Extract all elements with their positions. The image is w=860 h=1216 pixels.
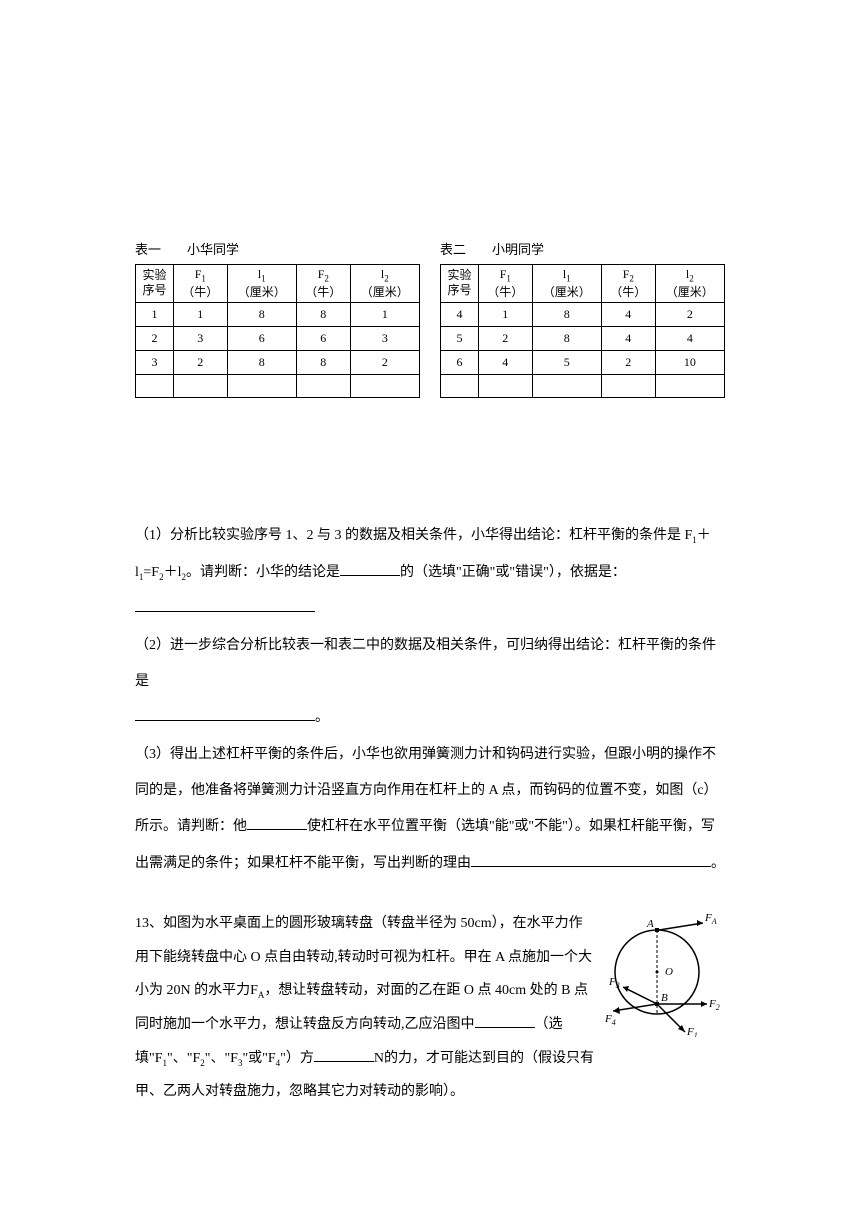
cell: 1	[478, 303, 532, 327]
table-row: 5 2 8 4 4	[441, 326, 725, 350]
blank-input	[135, 705, 315, 721]
tables-container: 表一 小华同学 实验序号 F1（牛） l1（厘米） F2（牛） l2（厘米） 1…	[135, 240, 725, 398]
cell: 6	[441, 350, 479, 374]
table-row-empty	[441, 374, 725, 398]
cell	[136, 374, 174, 398]
cell	[601, 374, 655, 398]
cell: 2	[655, 303, 724, 327]
label-f4: F4	[605, 1013, 616, 1027]
table-1-title: 表一 小华同学	[135, 240, 420, 260]
blank-input	[475, 1012, 535, 1028]
cell	[296, 374, 350, 398]
header-cell: F2（牛）	[601, 264, 655, 303]
label-fa: FA	[704, 912, 717, 926]
label-f1: F1	[686, 1026, 698, 1037]
cell: 4	[601, 326, 655, 350]
cell: 4	[601, 303, 655, 327]
question-2: （2）进一步综合分析比较表一和表二中的数据及相关条件，可归纳得出结论：杠杆平衡的…	[135, 628, 725, 737]
header-cell: l2（厘米）	[350, 264, 419, 303]
cell: 5	[441, 326, 479, 350]
cell: 8	[296, 350, 350, 374]
cell: 1	[350, 303, 419, 327]
cell: 8	[532, 303, 601, 327]
cell: 2	[601, 350, 655, 374]
table-row: 1 1 8 8 1	[136, 303, 420, 327]
cell: 6	[227, 326, 296, 350]
cell: 2	[350, 350, 419, 374]
blank-input	[314, 1046, 374, 1062]
question-13: 13、如图为水平桌面上的圆形玻璃转盘（转盘半径为 50cm），在水平力作用下能绕…	[135, 907, 725, 1109]
header-cell: 实验序号	[441, 264, 479, 303]
table-row-empty	[136, 374, 420, 398]
label-b: B	[661, 992, 668, 1004]
table-header-row: 实验序号 F1（牛） l1（厘米） F2（牛） l2（厘米）	[441, 264, 725, 303]
cell: 6	[296, 326, 350, 350]
question-3: （3）得出上述杠杆平衡的条件后，小华也欲用弹簧测力计和钩码进行实验，但跟小明的操…	[135, 737, 725, 883]
label-f3: F3	[608, 976, 620, 990]
cell: 3	[350, 326, 419, 350]
table-2-title: 表二 小明同学	[440, 240, 725, 260]
header-cell: l2（厘米）	[655, 264, 724, 303]
blank-input	[247, 814, 307, 830]
cell	[532, 374, 601, 398]
cell: 2	[478, 326, 532, 350]
table-2: 实验序号 F1（牛） l1（厘米） F2（牛） l2（厘米） 4 1 8 4 2…	[440, 264, 725, 399]
cell: 1	[173, 303, 227, 327]
header-cell: 实验序号	[136, 264, 174, 303]
label-a: A	[646, 918, 654, 930]
cell: 4	[478, 350, 532, 374]
cell: 2	[136, 326, 174, 350]
circle-diagram: A FA O B F1 F2 F3 F4	[605, 907, 725, 1109]
table-2-block: 表二 小明同学 实验序号 F1（牛） l1（厘米） F2（牛） l2（厘米） 4…	[440, 240, 725, 398]
cell	[173, 374, 227, 398]
question-13-text: 13、如图为水平桌面上的圆形玻璃转盘（转盘半径为 50cm），在水平力作用下能绕…	[135, 907, 595, 1109]
cell	[655, 374, 724, 398]
header-cell: F2（牛）	[296, 264, 350, 303]
table-1: 实验序号 F1（牛） l1（厘米） F2（牛） l2（厘米） 1 1 8 8 1…	[135, 264, 420, 399]
label-f2: F2	[708, 998, 720, 1012]
header-cell: l1（厘米）	[532, 264, 601, 303]
blank-input	[471, 851, 711, 867]
cell: 8	[296, 303, 350, 327]
blank-input	[135, 596, 315, 612]
cell: 2	[173, 350, 227, 374]
cell	[441, 374, 479, 398]
cell: 5	[532, 350, 601, 374]
cell	[350, 374, 419, 398]
table-1-block: 表一 小华同学 实验序号 F1（牛） l1（厘米） F2（牛） l2（厘米） 1…	[135, 240, 420, 398]
cell	[227, 374, 296, 398]
cell: 10	[655, 350, 724, 374]
table-row: 3 2 8 8 2	[136, 350, 420, 374]
cell: 3	[136, 350, 174, 374]
blank-input	[340, 560, 400, 576]
header-cell: F1（牛）	[173, 264, 227, 303]
cell: 4	[441, 303, 479, 327]
header-cell: l1（厘米）	[227, 264, 296, 303]
diagram-svg: A FA O B F1 F2 F3 F4	[605, 907, 725, 1037]
table-row: 4 1 8 4 2	[441, 303, 725, 327]
question-1: （1）分析比较实验序号 1、2 与 3 的数据及相关条件，小华得出结论：杠杆平衡…	[135, 518, 725, 627]
cell: 4	[655, 326, 724, 350]
cell: 8	[227, 350, 296, 374]
table-row: 2 3 6 6 3	[136, 326, 420, 350]
label-o: O	[665, 966, 673, 978]
cell: 8	[227, 303, 296, 327]
table-row: 6 4 5 2 10	[441, 350, 725, 374]
cell	[478, 374, 532, 398]
cell: 3	[173, 326, 227, 350]
table-header-row: 实验序号 F1（牛） l1（厘米） F2（牛） l2（厘米）	[136, 264, 420, 303]
cell: 1	[136, 303, 174, 327]
header-cell: F1（牛）	[478, 264, 532, 303]
cell: 8	[532, 326, 601, 350]
